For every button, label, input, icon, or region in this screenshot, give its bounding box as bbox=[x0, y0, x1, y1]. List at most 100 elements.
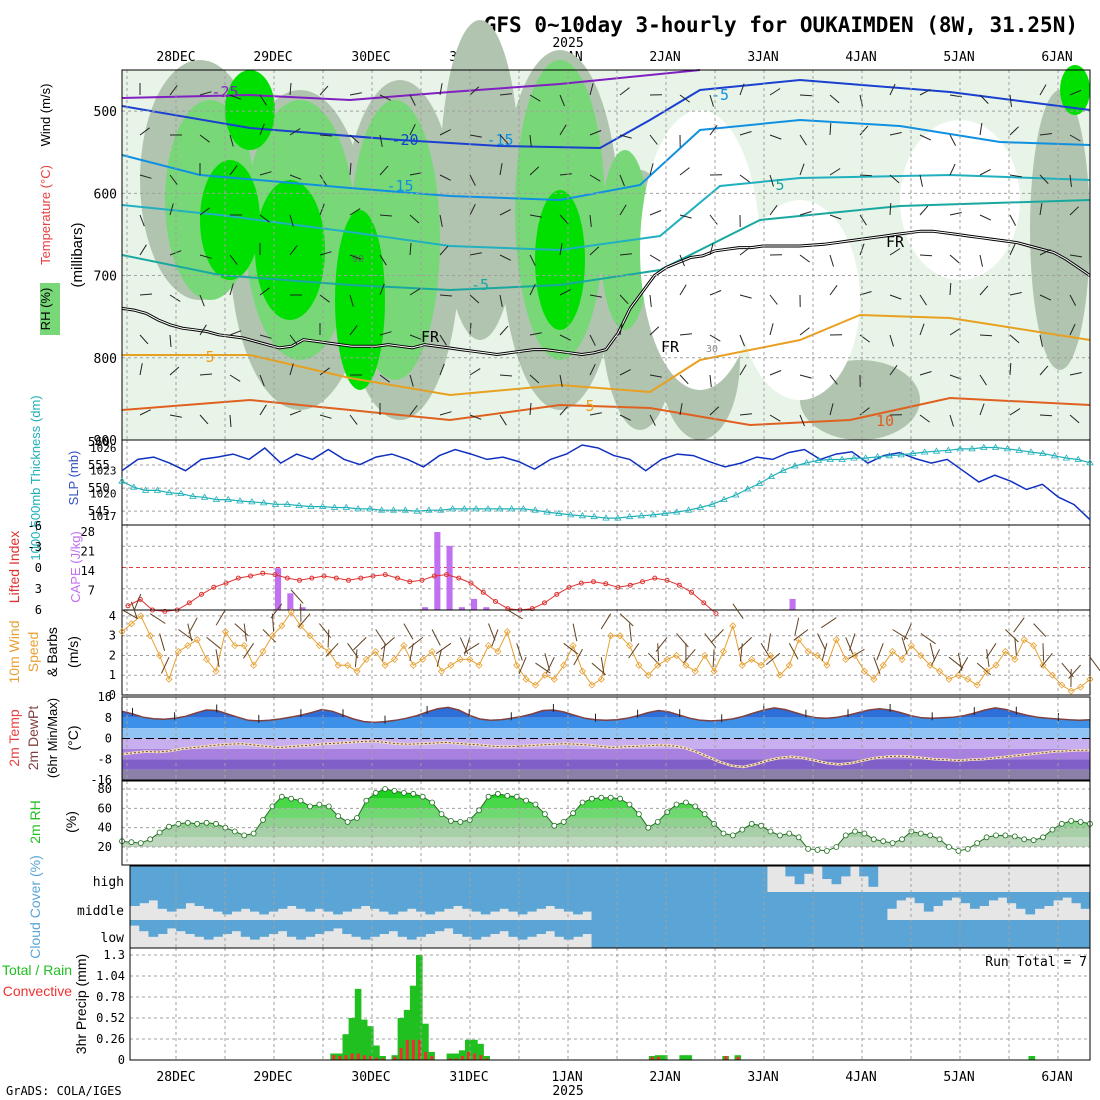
rh-point bbox=[964, 846, 971, 852]
wind-barb bbox=[619, 204, 627, 216]
rh-point bbox=[1058, 820, 1065, 827]
wind-barb bbox=[679, 333, 692, 336]
wind-barb bbox=[139, 174, 152, 179]
cloud-cell-low bbox=[850, 920, 860, 948]
cloud-cell-low bbox=[785, 920, 796, 948]
wind-barb bbox=[469, 134, 482, 138]
precip-convective-bar bbox=[418, 1039, 421, 1060]
wind-barb bbox=[409, 374, 414, 387]
wind-barb bbox=[169, 203, 174, 216]
wind-speed-point bbox=[315, 642, 323, 650]
wind-barb bbox=[979, 214, 992, 221]
wind-speed-point bbox=[484, 642, 493, 650]
wind-barb bbox=[518, 657, 527, 674]
chart-title: GFS 0~10day 3-hourly for OUKAIMDEN (8W, … bbox=[484, 13, 1078, 37]
temp-tick-label: -16 bbox=[90, 773, 112, 787]
wind-barb bbox=[379, 331, 392, 336]
cape-bar bbox=[471, 598, 478, 610]
rh-point bbox=[607, 794, 614, 801]
precip-convective-bar bbox=[381, 1058, 385, 1060]
cape-bar bbox=[434, 532, 441, 610]
isotherm-label: FR bbox=[421, 328, 440, 346]
cloud-cell-low bbox=[425, 920, 436, 934]
wind-speed-point bbox=[795, 636, 803, 644]
wind-speed-point bbox=[729, 622, 737, 630]
precip-convective-bar bbox=[430, 1056, 434, 1060]
cloud-cell-low bbox=[314, 920, 325, 934]
cloud-cell-middle bbox=[665, 892, 676, 920]
rh-tick-label: 60 bbox=[98, 801, 112, 815]
wind-barb bbox=[679, 374, 689, 385]
precip-total-bar bbox=[422, 1023, 429, 1060]
wind-barb bbox=[979, 374, 987, 386]
wind-barb bbox=[889, 174, 900, 184]
wind-barb bbox=[409, 94, 416, 106]
wind-barb bbox=[439, 294, 453, 297]
cape-bar bbox=[299, 607, 306, 610]
thickness-point bbox=[248, 498, 256, 505]
wind-speed-point bbox=[588, 681, 596, 689]
precip-total-bar bbox=[452, 1053, 460, 1060]
li-point bbox=[468, 580, 474, 586]
wind-barb bbox=[848, 648, 865, 659]
wind-barb bbox=[979, 403, 985, 416]
cloud-cell-middle bbox=[933, 892, 943, 906]
cloud-cell-high bbox=[277, 866, 288, 892]
wind-barb bbox=[379, 214, 393, 217]
wind-barb bbox=[859, 125, 869, 136]
wind-barb bbox=[327, 629, 330, 648]
cloud-cell-low bbox=[831, 920, 842, 948]
wind-barb bbox=[499, 163, 503, 176]
cloud-cell-middle bbox=[683, 892, 694, 920]
thickness-point bbox=[897, 451, 905, 458]
precip-convective-bar bbox=[467, 1051, 470, 1060]
wind-barb bbox=[679, 167, 690, 176]
cloud-cell-high bbox=[222, 866, 233, 892]
cloud-cell-high bbox=[471, 866, 482, 892]
cape-tick-label: 14 bbox=[81, 564, 95, 578]
wind-barb bbox=[589, 246, 600, 256]
rh-point bbox=[297, 797, 304, 804]
rh-point bbox=[993, 832, 999, 839]
rh-point bbox=[739, 826, 746, 833]
li-point bbox=[493, 599, 498, 604]
rh-zone bbox=[200, 160, 260, 280]
rh-point bbox=[777, 832, 783, 839]
rh-zone bbox=[225, 70, 275, 150]
cloud-cell-low bbox=[1006, 920, 1017, 948]
rh-zone bbox=[1060, 65, 1090, 115]
rh-point bbox=[589, 795, 595, 802]
wind-barb bbox=[469, 86, 480, 96]
wind-barb bbox=[709, 214, 718, 225]
wind-barb bbox=[529, 134, 532, 147]
li-point bbox=[554, 591, 560, 597]
cloud-cell-high bbox=[720, 866, 731, 892]
cloud-cell-low bbox=[674, 920, 685, 948]
rh-point bbox=[391, 788, 398, 794]
precip-tick-label: 0.52 bbox=[96, 1011, 125, 1025]
isotherm-line bbox=[121, 118, 1091, 202]
thickness-point bbox=[130, 483, 138, 490]
wind-barb bbox=[889, 202, 892, 216]
wind-barb bbox=[709, 125, 718, 136]
cloud-cell-middle bbox=[360, 892, 371, 906]
li-tick-label: 0 bbox=[35, 561, 42, 575]
thickness-point bbox=[153, 486, 162, 493]
isotherm-label: -15 bbox=[486, 131, 513, 149]
rh-axis-label: RH (%) bbox=[38, 288, 53, 331]
cloud-cell-middle bbox=[1034, 892, 1045, 909]
cloud-cell-high bbox=[573, 866, 583, 892]
wind-barb bbox=[704, 633, 717, 648]
wind-barb bbox=[799, 163, 805, 176]
rh-point bbox=[1011, 833, 1018, 840]
wind-speed-point bbox=[1058, 681, 1066, 689]
wind-speed-point bbox=[353, 667, 361, 675]
precip-convective-bar bbox=[405, 1039, 409, 1060]
wind-barb bbox=[289, 245, 298, 256]
thickness-point bbox=[531, 506, 539, 513]
wind-barb bbox=[679, 94, 690, 103]
wind-barb bbox=[559, 173, 572, 176]
wind-barb bbox=[409, 242, 412, 256]
wind-speed-point bbox=[250, 661, 258, 669]
cloud-cell-low bbox=[757, 920, 768, 948]
